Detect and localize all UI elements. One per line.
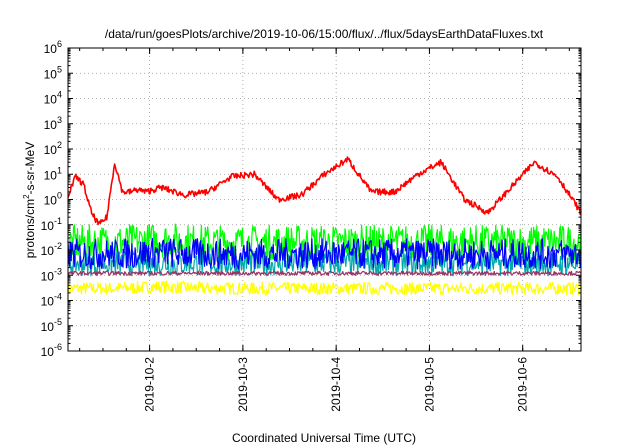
y-tick-label: 106 <box>44 39 62 56</box>
y-tick-labels: 10-6 10-5 10-4 10-3 10-2 10-1 100 101 102 103 104 1… <box>41 39 62 359</box>
y-tick-label: 100 <box>44 191 62 208</box>
x-tick-label: 2019-10-3 <box>236 357 250 412</box>
x-tick-label: 2019-10-4 <box>329 357 343 412</box>
x-tick-label: 2019-10-6 <box>516 357 530 412</box>
y-tick-label: 103 <box>44 115 62 132</box>
series-line-6 <box>67 156 582 226</box>
x-tick-label: 2019-10-5 <box>422 357 436 412</box>
chart-title: /data/run/goesPlots/archive/2019-10-06/1… <box>105 27 544 41</box>
series-group <box>67 156 582 296</box>
series-line-1 <box>67 280 582 296</box>
grid <box>68 48 581 351</box>
x-tick-label: 2019-10-2 <box>143 357 157 412</box>
y-axis-label-sup: 2 <box>22 194 31 199</box>
y-axis-label: protons/cm2-s-sr-MeV <box>22 142 37 258</box>
y-tick-label: 104 <box>44 90 62 107</box>
y-tick-label: 105 <box>44 64 62 81</box>
y-tick-label: 10-2 <box>41 241 62 258</box>
y-tick-label: 102 <box>44 140 62 157</box>
x-axis-label: Coordinated Universal Time (UTC) <box>232 431 416 445</box>
series-line-2 <box>67 223 582 261</box>
y-tick-label: 10-1 <box>41 216 62 233</box>
y-axis-label-rest: -s-sr-MeV <box>23 142 37 195</box>
y-tick-label: 10-3 <box>41 266 62 283</box>
x-tick-labels: 2019-10-2 2019-10-3 2019-10-4 2019-10-5 2019… <box>143 357 530 412</box>
y-tick-label: 10-5 <box>41 317 62 334</box>
y-axis-label-base: protons/cm <box>23 199 37 258</box>
y-tick-label: 101 <box>44 165 62 182</box>
y-tick-label: 10-6 <box>41 342 62 359</box>
ticks <box>68 47 581 352</box>
series-line-5 <box>67 270 582 276</box>
y-tick-label: 10-4 <box>41 292 62 309</box>
series-line-4 <box>67 237 582 270</box>
